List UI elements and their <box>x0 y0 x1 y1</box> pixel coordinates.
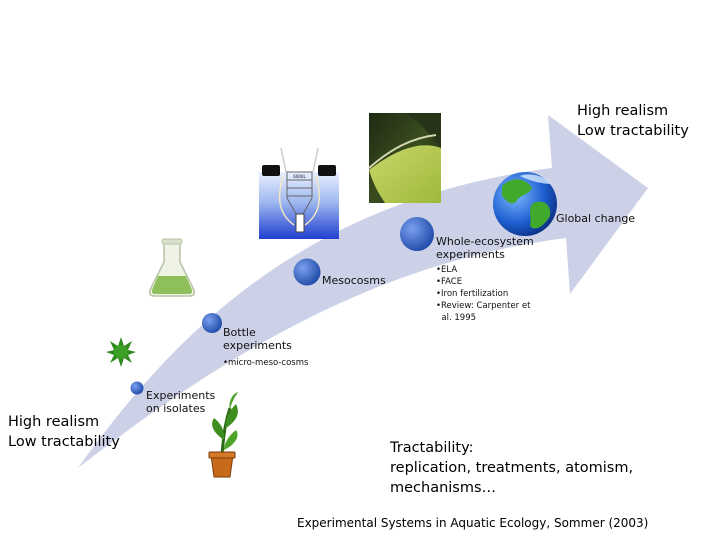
stage-dot-mesocosms <box>293 258 321 286</box>
end-label-line-2: Low tractability <box>577 123 689 139</box>
stage-label-line: Experiments <box>146 389 216 402</box>
stage-label-line: experiments <box>436 248 505 261</box>
stage-label-line: Global change <box>556 212 636 225</box>
stage-label-global-change: Global change <box>556 212 635 225</box>
start-label-line-2: Low tractability <box>8 434 120 450</box>
stage-label-whole-ecosystem: Whole-ecosystem experiments •ELA •FACE •… <box>436 235 534 324</box>
stage-dot-bottle <box>202 313 222 333</box>
tractability-note: Tractability: replication, treatments, a… <box>390 438 633 498</box>
stage-bullet-list: •ELA •FACE •Iron fertilization •Review: … <box>436 264 534 324</box>
end-label: High realism Low tractability <box>577 101 689 141</box>
stage-dot-isolates <box>130 381 144 395</box>
tractability-line: Tractability: <box>390 440 474 456</box>
tractability-line: mechanisms… <box>390 480 497 496</box>
stage-bullet: al. 1995 <box>436 313 477 323</box>
end-label-line-1: High realism <box>577 103 669 119</box>
stage-bullet: •Review: Carpenter et <box>436 301 531 311</box>
stage-label-line: Whole-ecosystem <box>436 235 534 248</box>
stage-bullet: •FACE <box>436 277 463 287</box>
earth-globe-icon <box>493 172 557 236</box>
stage-label-bottle: Bottle experiments •micro-meso-cosms <box>223 326 308 369</box>
tractability-line: replication, treatments, atomism, <box>390 460 634 476</box>
start-label-line-1: High realism <box>8 414 100 430</box>
stage-label-line: Bottle <box>223 326 256 339</box>
stage-label-line: experiments <box>223 339 292 352</box>
citation: Experimental Systems in Aquatic Ecology,… <box>297 516 649 530</box>
plant-icon <box>208 392 238 478</box>
stage-dot-whole-ecosystem <box>400 217 434 251</box>
lake-photo <box>368 113 441 203</box>
stage-label-line: Mesocosms <box>322 274 386 287</box>
stage-label-line: on isolates <box>146 402 206 415</box>
mesocosm-tank-image: 6000L <box>259 147 339 239</box>
stage-label-isolates: Experiments on isolates <box>146 389 215 415</box>
microbe-icon <box>106 337 136 367</box>
stage-bullet: •Iron fertilization <box>436 289 509 299</box>
stage-bullet: •ELA <box>436 265 458 275</box>
mesocosm-sign-text: 6000L <box>293 174 306 179</box>
flask-icon <box>148 238 196 297</box>
start-label: High realism Low tractability <box>8 412 120 452</box>
stage-label-mesocosms: Mesocosms <box>322 274 386 287</box>
stage-bullet: •micro-meso-cosms <box>223 358 309 368</box>
